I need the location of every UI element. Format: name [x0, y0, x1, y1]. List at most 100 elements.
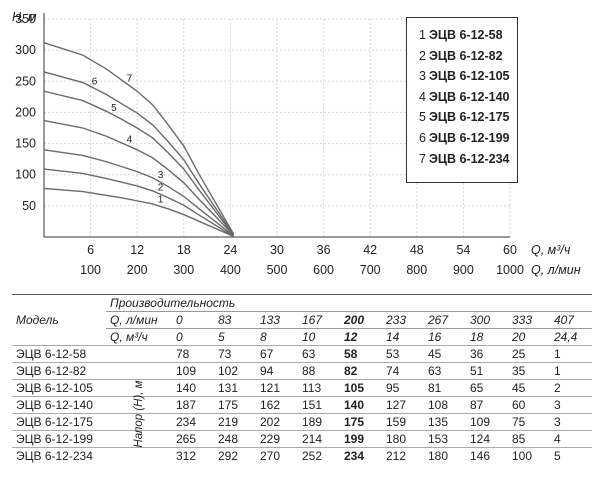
head-value-cell: 162	[256, 396, 298, 414]
performance-table: Модель Производительность Q, л/мин 0 83 133 16…	[12, 294, 593, 464]
head-value-cell: 140	[340, 396, 382, 414]
head-value-cell: 127	[382, 396, 424, 414]
q-m3h-label: Q, м³/ч	[106, 328, 172, 346]
x2-tick-label: 1000	[496, 263, 524, 277]
head-value-cell: 265	[172, 430, 214, 448]
legend-name: ЭЦВ 6-12-140	[428, 89, 510, 104]
head-value-cell: 3	[550, 413, 593, 431]
head-value-cell: 105	[340, 379, 382, 397]
head-value-cell: 292	[214, 447, 256, 464]
head-value-cell: 229	[256, 430, 298, 448]
q-lmin-cell: 83	[214, 311, 256, 329]
head-value-cell: 234	[172, 413, 214, 431]
q-lmin-cell: 200	[340, 311, 382, 329]
head-value-cell: 212	[382, 447, 424, 464]
y-tick-label: 350	[15, 12, 36, 26]
model-header: Модель	[12, 294, 106, 346]
head-value-cell: 175	[340, 413, 382, 431]
legend-item: 2 ЭЦВ 6-12-82	[419, 46, 517, 67]
head-value-cell: 159	[382, 413, 424, 431]
table-row: ЭЦВ 6-12-175 234 219 202 189 175 159 135 109 75 3	[12, 413, 593, 431]
table-row: ЭЦВ 6-12-58 78 73 67 63 58 53 45 36 25 1	[12, 345, 593, 363]
head-value-cell: 75	[508, 413, 550, 431]
model-cell: ЭЦВ 6-12-175	[12, 413, 106, 431]
legend-item: 7 ЭЦВ 6-12-234	[419, 149, 517, 170]
model-cell: ЭЦВ 6-12-140	[12, 396, 106, 414]
q-m3h-cell: 0	[172, 328, 214, 346]
head-value-cell: 58	[340, 345, 382, 363]
chart-axes	[43, 13, 510, 238]
series-label-5: 5	[111, 103, 117, 114]
x-tick-label: 6	[87, 243, 94, 257]
head-value-cell: 1	[550, 362, 593, 380]
legend-item: 5 ЭЦВ 6-12-175	[419, 107, 517, 128]
head-value-cell: 74	[382, 362, 424, 380]
x2-tick-label: 200	[127, 263, 148, 277]
q-m3h-cell: 5	[214, 328, 256, 346]
capacity-header: Производительность	[106, 294, 593, 312]
series-line-2	[43, 168, 234, 237]
chart-curves: 123 4 5 6 7	[43, 42, 235, 238]
head-label-cell	[106, 362, 172, 380]
legend-number: 6	[419, 130, 426, 145]
table-row: ЭЦВ 6-12-199 265 248 229 214 199 180 153 124 85 4	[12, 430, 593, 448]
x-tick-label: 24	[223, 243, 237, 257]
table-row: ЭЦВ 6-12-82 109 102 94 88 82 74 63 51 35 1	[12, 362, 593, 380]
head-value-cell: 5	[550, 447, 593, 464]
x-tick-label: 48	[410, 243, 424, 257]
head-value-cell: 214	[298, 430, 340, 448]
series-label-2: 2	[158, 182, 164, 193]
head-label-cell	[106, 345, 172, 363]
chart-legend: 1 ЭЦВ 6-12-58 2 ЭЦВ 6-12-82 3 ЭЦВ 6-12-105 4 ЭЦ…	[406, 17, 518, 183]
head-value-cell: 36	[466, 345, 508, 363]
x2-tick-label: 800	[406, 263, 427, 277]
head-value-cell: 135	[424, 413, 466, 431]
x-tick-label: 30	[270, 243, 284, 257]
x2-tick-label: 500	[267, 263, 288, 277]
head-value-cell: 180	[424, 447, 466, 464]
y-tick-label: 100	[15, 168, 36, 182]
series-label-4: 4	[127, 134, 133, 145]
head-value-cell: 4	[550, 430, 593, 448]
head-label-cell	[106, 396, 172, 414]
head-value-cell: 175	[214, 396, 256, 414]
x-tick-label: 42	[363, 243, 377, 257]
q-m3h-cell: 24,4	[550, 328, 593, 346]
legend-name: ЭЦВ 6-12-199	[428, 130, 510, 145]
x2-tick-label: 600	[313, 263, 334, 277]
q-m3h-cell: 10	[298, 328, 340, 346]
head-value-cell: 270	[256, 447, 298, 464]
q-lmin-cell: 333	[508, 311, 550, 329]
head-value-cell: 252	[298, 447, 340, 464]
y-tick-label: 200	[15, 105, 36, 119]
head-value-cell: 187	[172, 396, 214, 414]
legend-item: 1 ЭЦВ 6-12-58	[419, 25, 517, 46]
legend-number: 5	[419, 110, 426, 125]
legend-number: 2	[419, 48, 426, 63]
head-value-cell: 113	[298, 379, 340, 397]
q-m3h-cell: 12	[340, 328, 382, 346]
legend-number: 3	[419, 69, 426, 84]
q-lmin-cell: 167	[298, 311, 340, 329]
legend-name: ЭЦВ 6-12-58	[428, 28, 503, 42]
y-tick-label: 250	[15, 74, 36, 88]
head-label-cell	[106, 447, 172, 464]
head-label-cell	[106, 430, 172, 448]
x-tick-label: 12	[130, 243, 144, 257]
model-cell: ЭЦВ 6-12-82	[12, 362, 106, 380]
head-value-cell: 87	[466, 396, 508, 414]
head-value-cell: 180	[382, 430, 424, 448]
head-value-cell: 65	[466, 379, 508, 397]
head-value-cell: 121	[256, 379, 298, 397]
head-value-cell: 3	[550, 396, 593, 414]
head-value-cell: 45	[508, 379, 550, 397]
legend-name: ЭЦВ 6-12-82	[428, 48, 503, 63]
q-lmin-cell: 0	[172, 311, 214, 329]
head-value-cell: 140	[172, 379, 214, 397]
y-tick-label: 150	[15, 137, 36, 151]
model-cell: ЭЦВ 6-12-234	[12, 447, 106, 464]
head-value-cell: 102	[214, 362, 256, 380]
head-value-cell: 109	[466, 413, 508, 431]
head-value-cell: 53	[382, 345, 424, 363]
head-value-cell: 67	[256, 345, 298, 363]
